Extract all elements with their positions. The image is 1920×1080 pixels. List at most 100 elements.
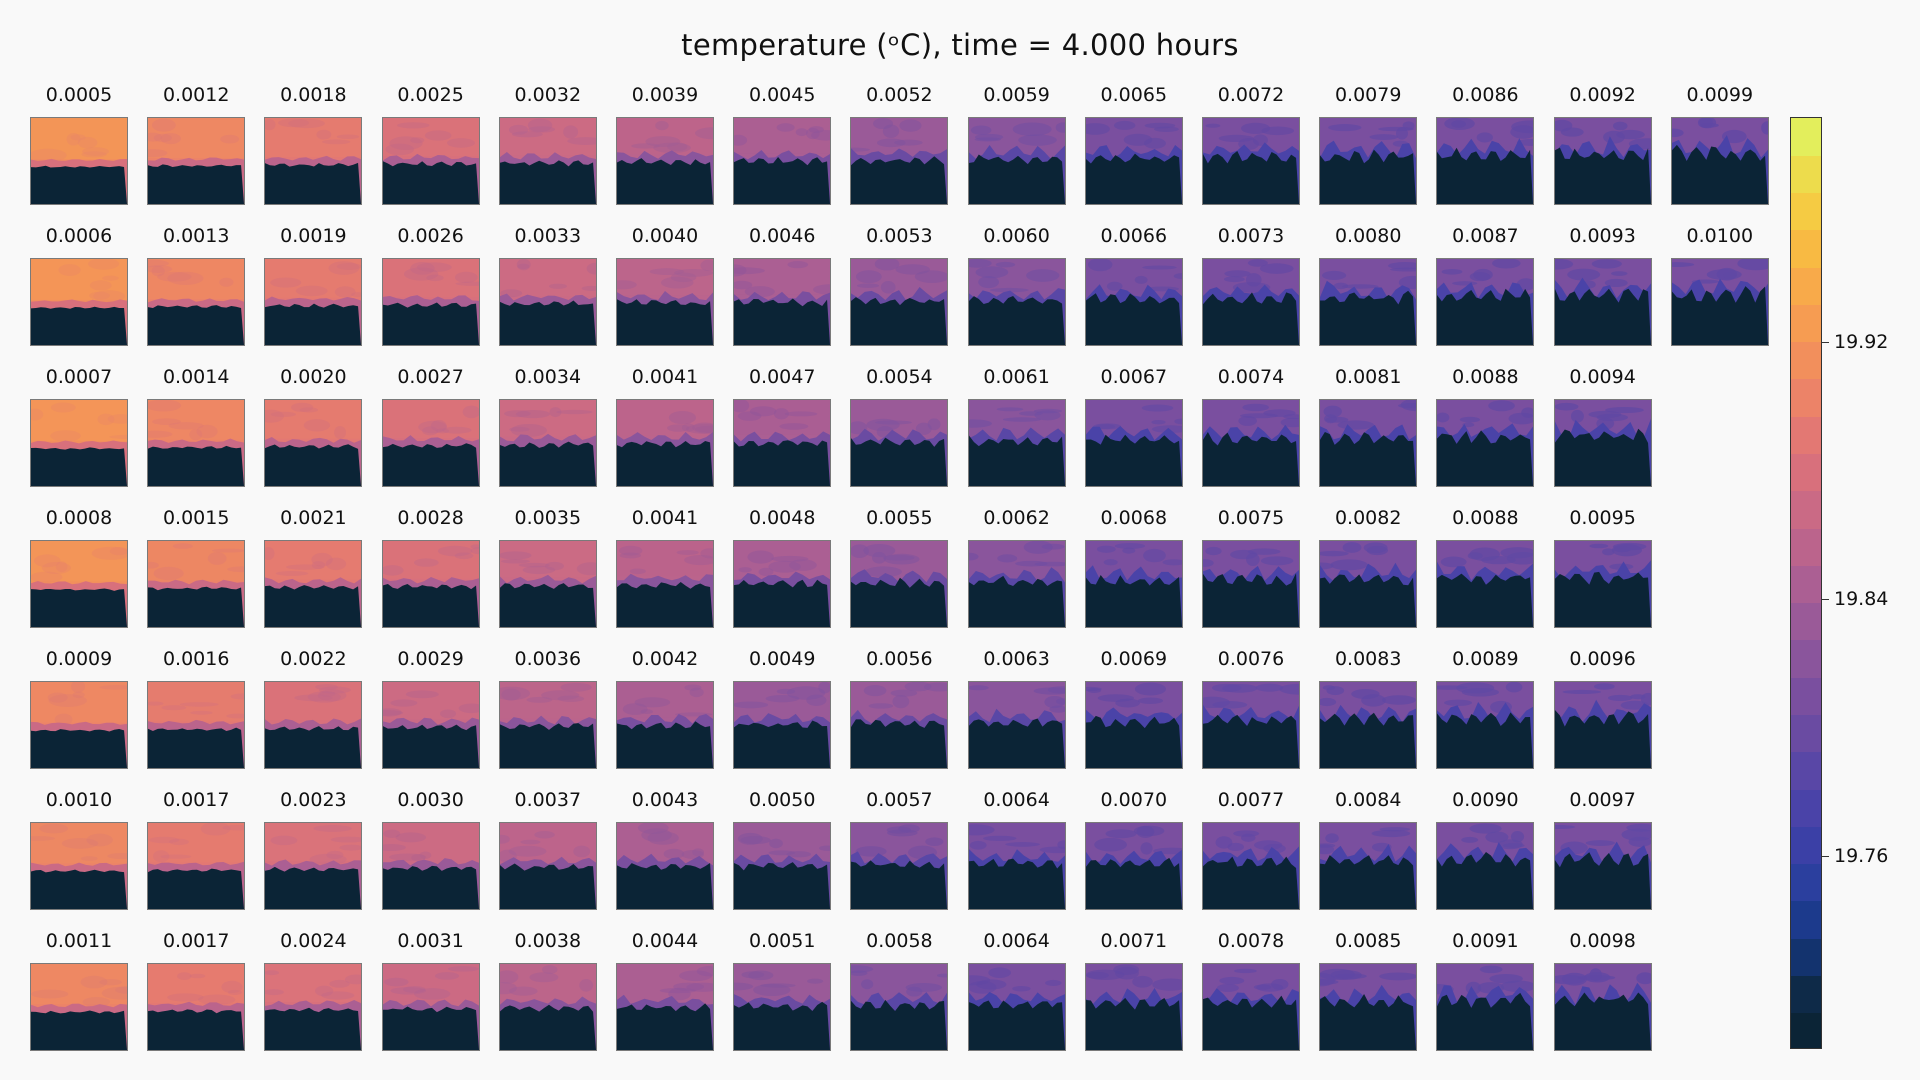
colorbar-band (1791, 714, 1821, 753)
cold-layer (1085, 153, 1182, 204)
mixing-eddy (173, 543, 194, 549)
mixing-eddy (54, 713, 73, 726)
temperature-field (1554, 259, 1651, 345)
surface-warm-band (148, 682, 245, 722)
mixing-eddy (286, 564, 325, 570)
temperature-field (1437, 400, 1534, 486)
mixing-eddy (1247, 548, 1281, 555)
cold-layer (851, 577, 948, 627)
mixing-eddy (270, 835, 298, 846)
cold-layer (734, 579, 831, 627)
mixing-eddy (996, 407, 1023, 412)
temperature-panel (498, 258, 597, 346)
mixing-eddy (1602, 130, 1625, 144)
temperature-panel (381, 822, 480, 910)
cold-layer (734, 861, 831, 909)
temperature-field (1085, 823, 1182, 909)
cold-layer (31, 303, 127, 345)
temperature-field (617, 259, 713, 345)
mixing-eddy (329, 979, 351, 988)
mixing-eddy (581, 285, 596, 291)
mixing-eddy (1400, 400, 1417, 412)
cold-layer (617, 439, 713, 486)
mixing-eddy (212, 548, 245, 553)
cold-layer (1554, 288, 1651, 345)
mixing-eddy (968, 552, 979, 561)
mixing-eddy (508, 986, 538, 996)
panel-title: 0.0008 (45, 507, 113, 529)
cold-layer (148, 1007, 245, 1050)
colorbar-band (1791, 416, 1821, 454)
temperature-field (499, 400, 596, 486)
panel-title: 0.0006 (45, 225, 113, 247)
surface-warm-band (265, 118, 362, 158)
mixing-eddy (39, 823, 69, 834)
temperature-field (1437, 259, 1534, 345)
mixing-eddy (996, 554, 1017, 563)
mixing-eddy (916, 422, 933, 435)
temperature-field (1320, 118, 1417, 204)
mixing-eddy (148, 265, 173, 273)
mixing-eddy (995, 261, 1015, 268)
mixing-eddy (970, 125, 992, 135)
temperature-panel (30, 540, 128, 628)
temperature-panel (381, 117, 480, 205)
mixing-eddy (189, 973, 206, 979)
temperature-field (1085, 682, 1182, 768)
cold-layer (31, 585, 127, 627)
panel-title: 0.0036 (514, 648, 582, 670)
mixing-eddy (660, 276, 694, 289)
temperature-field (851, 823, 948, 909)
mixing-eddy (1326, 686, 1345, 696)
panel-title: 0.0073 (1217, 225, 1285, 247)
mixing-eddy (1473, 268, 1494, 281)
mixing-eddy (270, 411, 297, 418)
temperature-panel (264, 399, 363, 487)
mixing-eddy (795, 128, 809, 137)
mixing-eddy (1371, 829, 1411, 838)
mixing-eddy (734, 134, 748, 146)
mixing-eddy (641, 828, 672, 842)
temperature-field (31, 400, 127, 486)
mixing-eddy (389, 699, 417, 707)
cold-layer (499, 440, 596, 486)
temperature-field (968, 118, 1065, 204)
surface-warm-band (148, 400, 245, 440)
mixing-eddy (881, 280, 896, 294)
mixing-eddy (1607, 694, 1633, 701)
panel-title: 0.0019 (280, 225, 347, 247)
temperature-field (968, 541, 1065, 627)
panel-title: 0.0062 (983, 507, 1050, 529)
colorbar-band (1791, 155, 1821, 194)
cold-layer (734, 438, 831, 486)
mixing-eddy (1671, 262, 1695, 268)
colorbar-band (1791, 789, 1821, 827)
panel-title: 0.0095 (1569, 507, 1636, 529)
mixing-eddy (1588, 543, 1608, 549)
temperature-panel (1319, 681, 1418, 769)
panel-title: 0.0009 (45, 648, 113, 670)
temperature-panel (147, 681, 246, 769)
temperature-field (968, 964, 1065, 1050)
mixing-eddy (1351, 689, 1380, 700)
temperature-panel (1436, 963, 1535, 1051)
surface-warm-band (382, 823, 479, 861)
mixing-eddy (1134, 275, 1148, 284)
temperature-panel (1436, 117, 1535, 205)
mixing-eddy (160, 854, 192, 859)
mixing-eddy (855, 846, 888, 857)
surface-warm-band (265, 259, 362, 298)
panel-title: 0.0031 (397, 930, 464, 952)
mixing-eddy (1034, 561, 1065, 567)
mixing-eddy (1151, 420, 1166, 425)
panel-title: 0.0023 (280, 789, 347, 811)
temperature-panel (1202, 822, 1300, 910)
mixing-eddy (454, 552, 474, 560)
temperature-field (851, 541, 948, 627)
mixing-eddy (1245, 273, 1262, 287)
mixing-eddy (1283, 414, 1299, 420)
temperature-panel (733, 540, 832, 628)
cold-layer (1554, 571, 1651, 627)
mixing-eddy (470, 544, 479, 549)
cold-layer (1671, 286, 1768, 345)
